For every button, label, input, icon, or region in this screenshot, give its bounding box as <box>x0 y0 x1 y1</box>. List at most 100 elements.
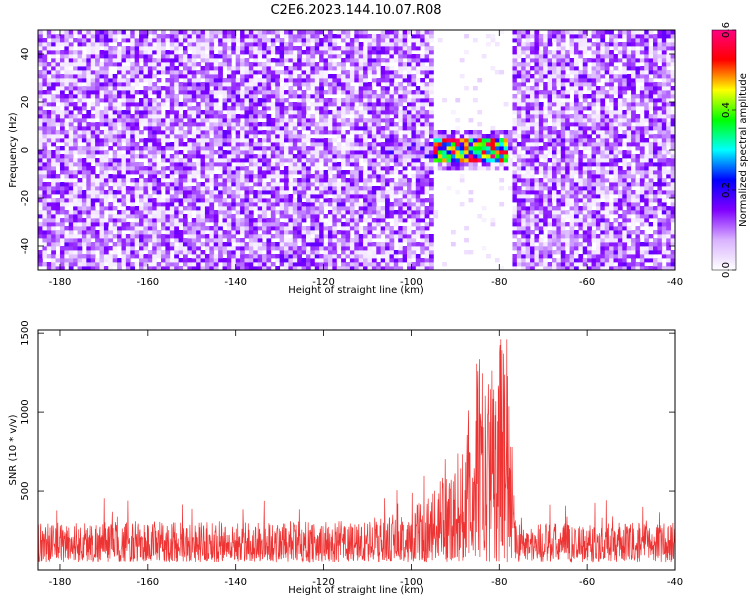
heatmap-cell <box>446 186 452 191</box>
heatmap-cell <box>292 102 298 107</box>
heatmap-cell <box>587 190 592 195</box>
heatmap-cell <box>354 194 360 199</box>
heatmap-cell <box>622 122 628 127</box>
heatmap-cell <box>371 222 377 227</box>
heatmap-cell <box>90 226 96 231</box>
heatmap-cell <box>512 214 518 219</box>
heatmap-cell <box>301 258 307 263</box>
heatmap-cell <box>569 258 575 263</box>
heatmap-cell <box>631 202 636 207</box>
heatmap-cell <box>218 190 223 195</box>
heatmap-cell <box>512 218 518 223</box>
heatmap-cell <box>371 170 377 175</box>
heatmap-cell <box>266 122 272 127</box>
heatmap-cell <box>385 126 390 131</box>
heatmap-cell <box>231 182 237 187</box>
heatmap-cell <box>200 166 206 171</box>
heatmap-cell <box>415 234 421 239</box>
heatmap-cell <box>64 258 70 263</box>
heatmap-cell <box>279 118 285 123</box>
heatmap-cell <box>213 246 219 251</box>
heatmap-cell <box>139 146 144 151</box>
heatmap-cell <box>653 102 658 107</box>
heatmap-cell <box>508 134 513 139</box>
heatmap-cell <box>595 266 601 271</box>
heatmap-cell <box>86 234 92 239</box>
heatmap-cell <box>310 178 316 183</box>
heatmap-cell <box>617 174 623 179</box>
heatmap-cell <box>380 126 386 131</box>
heatmap-cell <box>648 182 654 187</box>
heatmap-cell <box>389 170 395 175</box>
heatmap-cell <box>653 122 658 127</box>
heatmap-cell <box>587 214 592 219</box>
heatmap-cell <box>174 194 179 199</box>
heatmap-cell <box>363 146 368 151</box>
heatmap-cell <box>547 238 553 243</box>
heatmap-cell <box>600 190 606 195</box>
heatmap-cell <box>152 206 158 211</box>
heatmap-cell <box>363 102 368 107</box>
heatmap-cell <box>578 254 584 259</box>
heatmap-cell <box>613 186 619 191</box>
heatmap-cell <box>420 106 425 111</box>
heatmap-cell <box>222 210 228 215</box>
heatmap-cell <box>516 170 522 175</box>
heatmap-cell <box>161 154 166 159</box>
heatmap-cell <box>178 178 184 183</box>
heatmap-cell <box>99 190 105 195</box>
heatmap-cell <box>613 206 619 211</box>
heatmap-cell <box>512 162 518 167</box>
heatmap-cell <box>59 134 65 139</box>
heatmap-cell <box>125 258 131 263</box>
heatmap-cell <box>51 122 56 127</box>
heatmap-cell <box>130 162 136 167</box>
heatmap-cell <box>253 198 259 203</box>
heatmap-cell <box>367 122 373 127</box>
heatmap-cell <box>538 198 544 203</box>
heatmap-cell <box>46 114 52 119</box>
heatmap-cell <box>275 126 281 131</box>
heatmap-cell <box>279 254 285 259</box>
heatmap-cell <box>582 210 588 215</box>
heatmap-cell <box>521 198 527 203</box>
heatmap-cell <box>86 178 92 183</box>
heatmap-cell <box>582 114 588 119</box>
heatmap-cell <box>494 138 500 143</box>
heatmap-cell <box>551 222 557 227</box>
heatmap-cell <box>292 246 298 251</box>
heatmap-cell <box>42 190 48 195</box>
heatmap-cell <box>59 226 65 231</box>
heatmap-cell <box>595 182 601 187</box>
heatmap-cell <box>275 130 281 135</box>
heatmap-cell <box>582 102 588 107</box>
heatmap-cell <box>587 262 592 267</box>
heatmap-cell <box>604 206 610 211</box>
heatmap-cell <box>38 258 43 263</box>
heatmap-cell <box>393 230 399 235</box>
heatmap-cell <box>284 206 289 211</box>
heatmap-cell <box>231 230 237 235</box>
heatmap-cell <box>644 198 650 203</box>
heatmap-cell <box>244 126 250 131</box>
heatmap-cell <box>165 206 171 211</box>
heatmap-cell <box>51 230 56 235</box>
heatmap-cell <box>639 250 645 255</box>
heatmap-cell <box>336 230 342 235</box>
heatmap-cell <box>617 106 623 111</box>
heatmap-cell <box>389 130 395 135</box>
heatmap-cell <box>464 154 469 159</box>
heatmap-cell <box>77 202 83 207</box>
heatmap-cell <box>363 246 368 251</box>
heatmap-cell <box>139 106 144 111</box>
heatmap-cell <box>380 154 386 159</box>
heatmap-cell <box>174 98 179 103</box>
heatmap-cell <box>420 190 425 195</box>
heatmap-cell <box>547 234 553 239</box>
heatmap-cell <box>604 226 610 231</box>
heatmap-cell <box>152 162 158 167</box>
heatmap-cell <box>371 150 377 155</box>
heatmap-cell <box>143 258 149 263</box>
heatmap-cell <box>626 170 632 175</box>
heatmap-cell <box>213 130 219 135</box>
